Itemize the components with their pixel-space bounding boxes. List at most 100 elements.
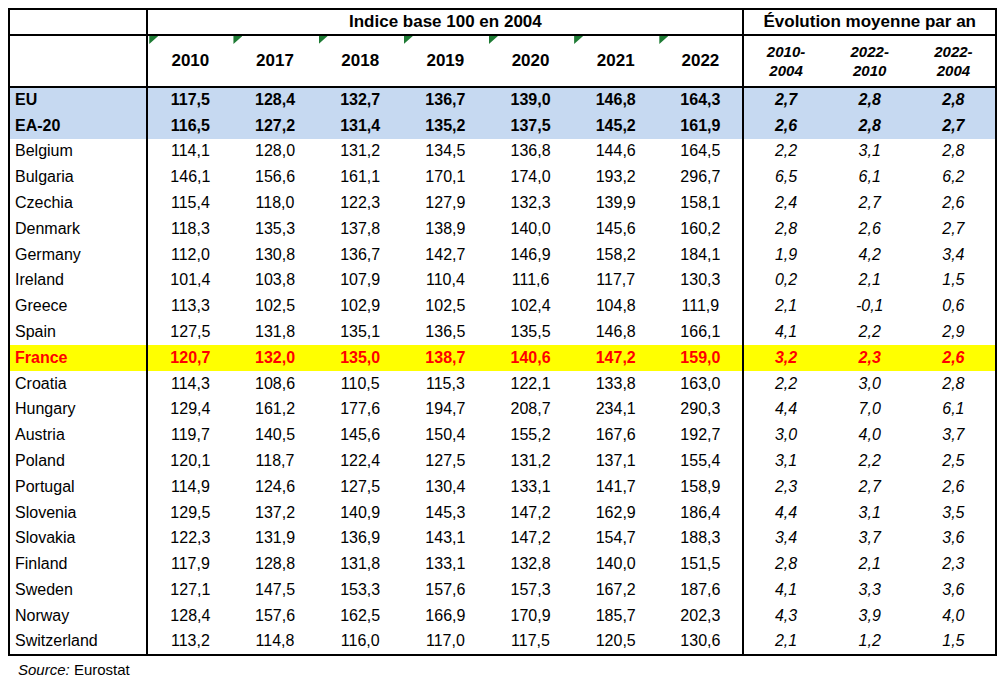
source-value: Eurostat (74, 661, 130, 678)
index-value-cell: 141,7 (573, 474, 658, 500)
year-label: 2019 (426, 51, 464, 70)
index-value-cell: 127,9 (403, 190, 488, 216)
evolution-value-cell: 3,9 (828, 603, 912, 629)
source-note: Source: Eurostat (18, 661, 997, 678)
index-value-cell: 137,2 (232, 500, 317, 526)
country-cell: Slovakia (9, 526, 147, 552)
index-value-cell: 164,5 (658, 139, 743, 165)
index-value-cell: 167,2 (573, 577, 658, 603)
index-value-cell: 167,6 (573, 422, 658, 448)
evolution-value-cell: 2,8 (743, 216, 827, 242)
country-cell: Bulgaria (9, 164, 147, 190)
evolution-value-cell: 4,3 (743, 603, 827, 629)
evolution-value-cell: 4,2 (828, 242, 912, 268)
table-row-eu: EU117,5128,4132,7136,7139,0146,8164,32,7… (9, 87, 996, 113)
index-value-cell: 177,6 (318, 397, 403, 423)
index-value-cell: 122,4 (318, 448, 403, 474)
period-line-1: 2022- (912, 42, 995, 61)
index-value-cell: 127,5 (147, 319, 232, 345)
index-value-cell: 135,5 (488, 319, 573, 345)
index-value-cell: 131,8 (318, 551, 403, 577)
table-row-poland: Poland120,1118,7122,4127,5131,2137,1155,… (9, 448, 996, 474)
country-cell: Belgium (9, 139, 147, 165)
year-label: 2022 (681, 51, 719, 70)
year-label: 2010 (171, 51, 209, 70)
index-value-cell: 135,1 (318, 319, 403, 345)
index-value-cell: 127,1 (147, 577, 232, 603)
country-cell: Austria (9, 422, 147, 448)
country-cell: Ireland (9, 268, 147, 294)
table-row-finland: Finland117,9128,8131,8133,1132,8140,0151… (9, 551, 996, 577)
evolution-value-cell: 0,2 (743, 268, 827, 294)
index-value-cell: 135,2 (403, 113, 488, 139)
index-value-cell: 157,3 (488, 577, 573, 603)
index-value-cell: 136,7 (318, 242, 403, 268)
index-value-cell: 187,6 (658, 577, 743, 603)
evolution-value-cell: 3,0 (828, 371, 912, 397)
index-value-cell: 138,7 (403, 345, 488, 371)
index-value-cell: 143,1 (403, 526, 488, 552)
index-value-cell: 162,9 (573, 500, 658, 526)
cell-note-triangle-icon (233, 36, 242, 44)
year-column-header: 2022 (658, 35, 743, 87)
evolution-value-cell: 6,2 (912, 164, 996, 190)
cell-note-triangle-icon (489, 36, 498, 44)
evolution-value-cell: 2,8 (828, 113, 912, 139)
table-row-bulgaria: Bulgaria146,1156,6161,1170,1174,0193,229… (9, 164, 996, 190)
evolution-value-cell: 4,0 (912, 603, 996, 629)
index-value-cell: 142,7 (403, 242, 488, 268)
country-cell: Portugal (9, 474, 147, 500)
evolution-value-cell: 2,1 (743, 293, 827, 319)
index-value-cell: 147,2 (488, 526, 573, 552)
index-value-cell: 117,7 (573, 268, 658, 294)
index-value-cell: 115,4 (147, 190, 232, 216)
evolution-value-cell: 2,2 (828, 448, 912, 474)
index-value-cell: 155,4 (658, 448, 743, 474)
evolution-value-cell: 1,5 (912, 268, 996, 294)
section-title-row: Indice base 100 en 2004 Évolution moyenn… (9, 9, 996, 35)
index-value-cell: 158,9 (658, 474, 743, 500)
index-value-cell: 154,7 (573, 526, 658, 552)
year-column-header: 2010 (147, 35, 232, 87)
index-value-cell: 132,3 (488, 190, 573, 216)
evolution-value-cell: 6,5 (743, 164, 827, 190)
index-value-cell: 129,4 (147, 397, 232, 423)
index-value-cell: 102,5 (232, 293, 317, 319)
index-value-cell: 193,2 (573, 164, 658, 190)
index-value-cell: 116,5 (147, 113, 232, 139)
index-value-cell: 166,1 (658, 319, 743, 345)
index-value-cell: 122,3 (318, 190, 403, 216)
evolution-value-cell: 4,1 (743, 577, 827, 603)
index-value-cell: 164,3 (658, 87, 743, 113)
evolution-value-cell: 3,2 (743, 345, 827, 371)
index-value-cell: 161,1 (318, 164, 403, 190)
index-value-cell: 155,2 (488, 422, 573, 448)
index-value-cell: 140,5 (232, 422, 317, 448)
index-value-cell: 161,2 (232, 397, 317, 423)
period-line-1: 2010- (744, 42, 827, 61)
index-value-cell: 114,8 (232, 629, 317, 655)
evolution-value-cell: 2,7 (743, 87, 827, 113)
evolution-value-cell: 2,3 (828, 345, 912, 371)
evolution-value-cell: 3,6 (912, 526, 996, 552)
country-cell: Finland (9, 551, 147, 577)
column-header-row: 20102017201820192020202120222010-2004202… (9, 35, 996, 87)
year-column-header: 2021 (573, 35, 658, 87)
empty-header-cell (9, 35, 147, 87)
evolution-value-cell: 2,6 (828, 216, 912, 242)
index-value-cell: 166,9 (403, 603, 488, 629)
index-value-cell: 136,8 (488, 139, 573, 165)
table-row-france: France120,7132,0135,0138,7140,6147,2159,… (9, 345, 996, 371)
evolution-value-cell: 2,8 (828, 87, 912, 113)
index-value-cell: 132,7 (318, 87, 403, 113)
index-value-cell: 134,5 (403, 139, 488, 165)
country-cell: Switzerland (9, 629, 147, 655)
evolution-value-cell: 2,7 (828, 190, 912, 216)
index-value-cell: 132,8 (488, 551, 573, 577)
evolution-value-cell: 1,5 (912, 629, 996, 655)
index-value-cell: 118,3 (147, 216, 232, 242)
index-value-cell: 104,8 (573, 293, 658, 319)
index-value-cell: 130,8 (232, 242, 317, 268)
index-value-cell: 101,4 (147, 268, 232, 294)
evolution-value-cell: 1,9 (743, 242, 827, 268)
